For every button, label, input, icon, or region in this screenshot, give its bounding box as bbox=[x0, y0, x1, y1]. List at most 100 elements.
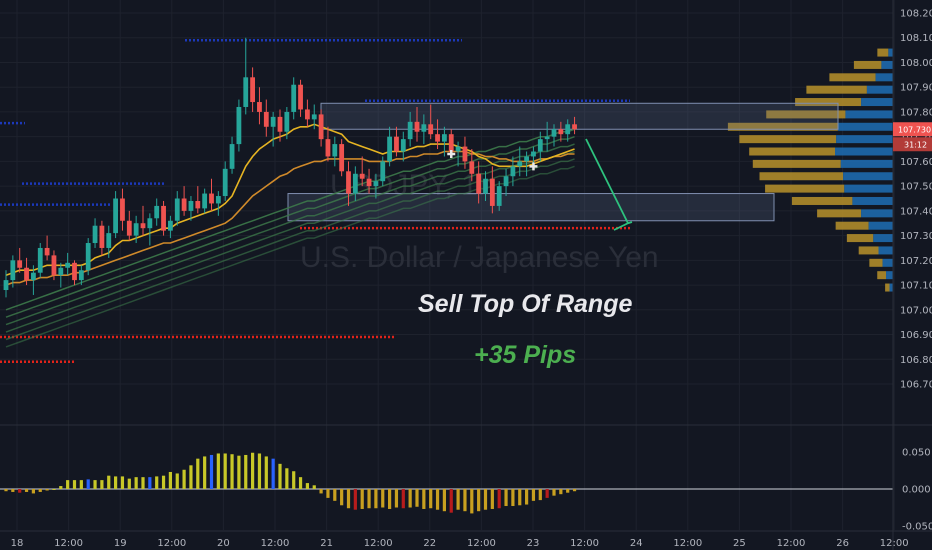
oscillator-bar bbox=[114, 476, 118, 489]
oscillator-bar bbox=[552, 489, 556, 496]
oscillator-bar bbox=[367, 489, 371, 509]
candle-body bbox=[352, 173, 358, 194]
oscillator-bar bbox=[127, 478, 131, 489]
time-tick-label: 18 bbox=[11, 538, 24, 549]
oscillator-bar bbox=[511, 489, 515, 507]
candle-body bbox=[161, 205, 166, 231]
time-tick-label: 12:00 bbox=[364, 538, 393, 549]
candle-body bbox=[37, 247, 43, 273]
oscillator-bar bbox=[161, 475, 166, 489]
ema-fast-line bbox=[5, 123, 575, 276]
oscillator-bar bbox=[545, 489, 549, 498]
volume-profile-bar bbox=[866, 85, 893, 94]
oscillator-bar bbox=[168, 471, 172, 489]
oscillator-bar bbox=[422, 489, 426, 509]
oscillator-bar bbox=[504, 489, 508, 507]
candle-body bbox=[195, 200, 201, 209]
time-tick-label: 23 bbox=[527, 538, 540, 549]
candle-body bbox=[202, 193, 208, 209]
oscillator-bar bbox=[326, 489, 330, 498]
volume-profile-bar bbox=[829, 73, 876, 82]
oscillator-bar bbox=[244, 454, 248, 489]
oscillator-bar bbox=[463, 489, 467, 512]
oscillator-bar bbox=[18, 489, 22, 493]
candle-body bbox=[58, 267, 64, 276]
oscillator-bar bbox=[189, 465, 193, 489]
time-tick-label: 26 bbox=[836, 538, 849, 549]
volume-profile-bar bbox=[844, 184, 893, 193]
oscillator-bar bbox=[216, 453, 220, 489]
candle-body bbox=[257, 102, 262, 112]
oscillator-bar bbox=[497, 489, 501, 509]
volume-profile-bar bbox=[882, 258, 893, 267]
time-tick-label: 12:00 bbox=[570, 538, 599, 549]
price-tick-label: 107.900 bbox=[900, 83, 932, 94]
oscillator-bar bbox=[107, 475, 111, 489]
oscillator-bar bbox=[333, 489, 337, 501]
volume-profile-bar bbox=[817, 209, 862, 218]
candle-body bbox=[531, 151, 536, 157]
oscillator-bar bbox=[374, 489, 378, 509]
price-tick-label: 107.000 bbox=[900, 305, 932, 316]
oscillator-bar bbox=[134, 477, 138, 489]
oscillator-bar bbox=[449, 489, 453, 513]
target-arrow bbox=[585, 138, 633, 231]
volume-profile-bar bbox=[791, 196, 853, 205]
ribbon-line bbox=[5, 143, 575, 326]
volume-profile-bar bbox=[869, 258, 883, 267]
volume-profile-bar bbox=[806, 85, 867, 94]
price-tick-label: 106.800 bbox=[900, 355, 932, 366]
oscillator-bar bbox=[59, 486, 63, 489]
ribbon-line bbox=[5, 128, 575, 311]
price-tick-label: 107.300 bbox=[900, 231, 932, 242]
candle-body bbox=[250, 77, 255, 103]
candle-body bbox=[428, 124, 434, 135]
candle-body bbox=[106, 233, 112, 248]
candle-body bbox=[51, 255, 57, 276]
candle-body bbox=[387, 136, 392, 162]
volume-profile-bar bbox=[881, 60, 893, 69]
oscillator-bar bbox=[346, 489, 351, 509]
candle-body bbox=[462, 146, 468, 162]
volume-profile-bar bbox=[766, 110, 846, 119]
oscillator-bar bbox=[401, 489, 405, 509]
volume-profile-bar bbox=[889, 283, 893, 292]
candle-body bbox=[551, 129, 557, 137]
candle-body bbox=[483, 178, 488, 194]
oscillator-bar bbox=[340, 489, 344, 506]
candle-body bbox=[174, 198, 180, 221]
oscillator-bar bbox=[203, 456, 207, 489]
candle-body bbox=[92, 225, 98, 244]
oscillator-bar bbox=[408, 489, 412, 508]
candle-body bbox=[284, 111, 290, 132]
oscillator-bar bbox=[31, 489, 35, 494]
candle-body bbox=[558, 129, 564, 135]
volume-profile-bar bbox=[878, 246, 893, 255]
volume-profile-bar bbox=[727, 122, 838, 131]
oscillator-bar bbox=[525, 489, 529, 505]
oscillator-bar bbox=[230, 454, 234, 489]
volume-profile-bar bbox=[885, 283, 890, 292]
candle-body bbox=[229, 144, 235, 169]
volume-profile-bar bbox=[853, 60, 882, 69]
volume-profile-bar bbox=[840, 159, 893, 168]
candle-body bbox=[380, 161, 386, 182]
candle-body bbox=[99, 225, 105, 248]
oscillator-bar bbox=[271, 458, 275, 489]
oscillator-bar bbox=[298, 477, 303, 489]
candle-body bbox=[17, 260, 23, 268]
oscillator-bar bbox=[11, 489, 15, 492]
candle-body bbox=[305, 109, 310, 120]
candle-body bbox=[113, 198, 118, 234]
candle-body bbox=[277, 116, 283, 132]
candle-body bbox=[435, 134, 440, 142]
volume-profile-bar bbox=[852, 196, 893, 205]
price-tick-label: 108.200 bbox=[900, 9, 932, 20]
volume-profile-bar bbox=[845, 110, 893, 119]
candle-body bbox=[147, 218, 153, 229]
candle-body bbox=[243, 77, 249, 107]
candle-body bbox=[133, 223, 139, 236]
candle-body bbox=[325, 139, 331, 157]
